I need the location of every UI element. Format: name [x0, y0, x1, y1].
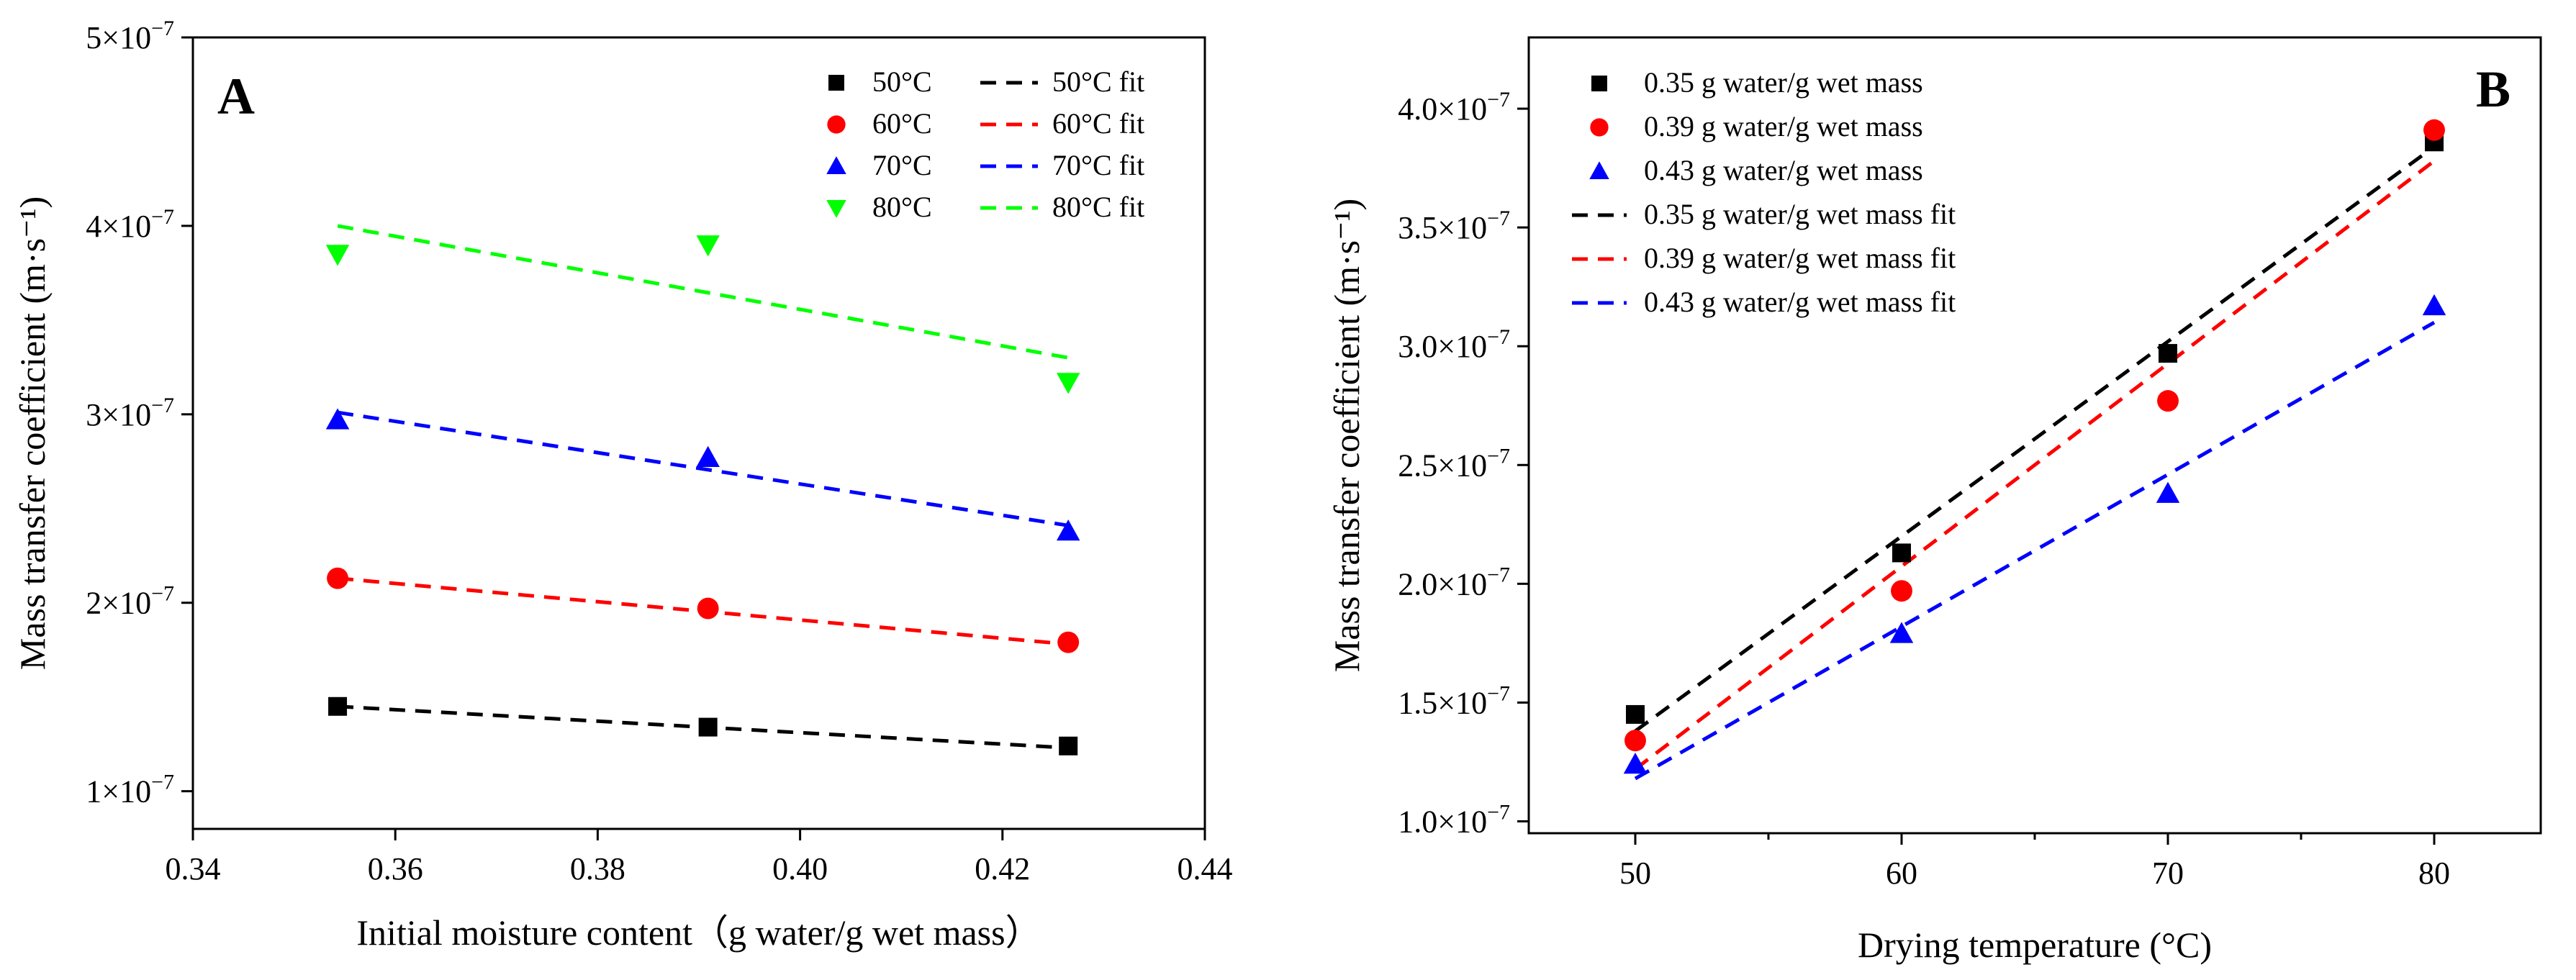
- chart-a-fit-line-2: [337, 410, 1069, 527]
- chart-a-point-s2-0: [325, 408, 350, 430]
- chart-b-fit-line-2: [1634, 321, 2436, 781]
- chart-a-point-s3-1: [696, 235, 720, 257]
- chart-a-y-axis-label: Mass transfer coefficient (m·s⁻¹): [12, 196, 53, 670]
- chart-b-legend-label-1: 0.39 g water/g wet mass: [1644, 110, 1923, 142]
- chart-b-legend-marker-0: [1591, 76, 1607, 91]
- chart-b-x-tick-label: 60: [1886, 856, 1917, 891]
- chart-a-legend-marker-0: [828, 75, 844, 91]
- chart-b-panel-label: B: [2476, 60, 2511, 118]
- chart-a-legend-label-3: 80°C: [872, 191, 932, 223]
- chart-b-y-tick-label: 3.5×10−7: [1398, 207, 1510, 245]
- chart-b-y-tick-label: 4.0×10−7: [1398, 88, 1510, 127]
- chart-a-y-tick-label: 4×10−7: [86, 205, 174, 244]
- chart-b-x-tick-label: 70: [2152, 856, 2184, 891]
- chart-a-x-tick-label: 0.38: [570, 851, 625, 886]
- chart-a-point-s0-0: [328, 697, 348, 716]
- chart-b-y-tick-label: 2.5×10−7: [1398, 444, 1510, 483]
- chart-a-plot-frame: [191, 36, 1206, 830]
- chart-a-legend-label-0: 50°C: [872, 65, 932, 98]
- chart-a: A Initial moisture content（g water/g wet…: [12, 17, 1233, 953]
- chart-a-legend-label-2: 70°C: [872, 149, 932, 181]
- chart-a-legend-fit-label-1: 60°C fit: [1052, 107, 1144, 140]
- chart-b-point-s1-1: [1891, 580, 1912, 602]
- chart-a-legend-fit-label-0: 50°C fit: [1052, 65, 1144, 98]
- chart-b-fit-line-1: [1634, 159, 2436, 771]
- chart-a-legend: 50°C 50°C fit 60°C 60°C fit 70°C 70°C fit 80°C…: [826, 65, 1144, 223]
- chart-a-x-tick-label: 0.36: [368, 851, 423, 886]
- chart-b-y-tick-label: 1.0×10−7: [1398, 800, 1510, 839]
- chart-b-x-axis-label: Drying temperature (°C): [1858, 925, 2212, 965]
- chart-a-point-s2-1: [696, 445, 720, 468]
- chart-a-x-axis-label: Initial moisture content（g water/g wet m…: [356, 912, 1041, 953]
- chart-a-point-s3-2: [1056, 373, 1080, 394]
- chart-a-y-tick-label: 2×10−7: [86, 582, 174, 621]
- chart-a-legend-marker-3: [826, 200, 846, 218]
- chart-b-point-s1-3: [2423, 119, 2445, 141]
- chart-a-fit-line-3: [337, 224, 1069, 360]
- chart-a-x-tick-label: 0.40: [772, 851, 828, 886]
- chart-b-point-s2-3: [2422, 294, 2446, 316]
- chart-a-legend-marker-1: [827, 115, 846, 134]
- chart-a-point-s0-2: [1059, 736, 1078, 756]
- chart-b-y-tick-label: 3.0×10−7: [1398, 325, 1510, 364]
- chart-a-x-tick-label: 0.42: [975, 851, 1030, 886]
- chart-b-point-s0-0: [1626, 704, 1645, 724]
- chart-b-legend-label-4: 0.39 g water/g wet mass fit: [1644, 242, 1956, 274]
- chart-a-point-s0-1: [698, 717, 718, 737]
- chart-b-legend-label-3: 0.35 g water/g wet mass fit: [1644, 198, 1956, 230]
- chart-a-legend-marker-2: [826, 156, 846, 174]
- chart-b-point-s0-2: [2159, 344, 2177, 363]
- chart-a-x-tick-label: 0.34: [166, 851, 221, 886]
- chart-b-point-s2-1: [1889, 622, 1914, 643]
- chart-b-legend-marker-1: [1590, 118, 1609, 137]
- chart-b-point-s2-2: [2156, 481, 2180, 503]
- chart-b-y-tick-label: 2.0×10−7: [1398, 563, 1510, 602]
- chart-b-fit-line-0: [1634, 145, 2436, 733]
- chart-a-point-s1-0: [327, 567, 349, 589]
- chart-b-legend-label-0: 0.35 g water/g wet mass: [1644, 66, 1923, 99]
- chart-b-legend-marker-2: [1589, 161, 1609, 179]
- chart-b-x-tick-label: 80: [2418, 856, 2450, 891]
- chart-a-y-tick-label: 5×10−7: [86, 17, 174, 55]
- chart-b-legend: 0.35 g water/g wet mass 0.39 g water/g we…: [1572, 66, 1956, 318]
- chart-a-legend-fit-label-3: 80°C fit: [1052, 191, 1144, 223]
- chart-a-y-tick-label: 1×10−7: [86, 771, 174, 809]
- chart-b-point-s1-0: [1624, 730, 1646, 752]
- chart-a-point-s1-1: [697, 597, 719, 620]
- chart-b-point-s1-2: [2157, 390, 2179, 412]
- chart-a-panel-label: A: [217, 68, 255, 125]
- chart-b-x-tick-label: 50: [1619, 856, 1651, 891]
- chart-b: B Drying temperature (°C) Mass transfer …: [1327, 36, 2542, 965]
- chart-a-point-s2-2: [1056, 519, 1080, 541]
- chart-b-y-tick-label: 1.5×10−7: [1398, 681, 1510, 720]
- chart-b-point-s0-1: [1892, 543, 1911, 563]
- chart-a-point-s3-0: [325, 245, 350, 266]
- chart-a-x-tick-label: 0.44: [1178, 851, 1233, 886]
- chart-a-y-tick-label: 3×10−7: [86, 394, 174, 432]
- chart-a-point-s1-2: [1057, 631, 1080, 653]
- chart-a-legend-fit-label-2: 70°C fit: [1052, 149, 1144, 181]
- chart-b-legend-label-5: 0.43 g water/g wet mass fit: [1644, 286, 1956, 318]
- chart-a-legend-label-1: 60°C: [872, 107, 932, 140]
- chart-b-point-s2-0: [1623, 753, 1648, 774]
- chart-b-legend-label-2: 0.43 g water/g wet mass: [1644, 154, 1923, 186]
- chart-b-y-axis-label: Mass transfer coefficient (m·s⁻¹): [1327, 199, 1367, 672]
